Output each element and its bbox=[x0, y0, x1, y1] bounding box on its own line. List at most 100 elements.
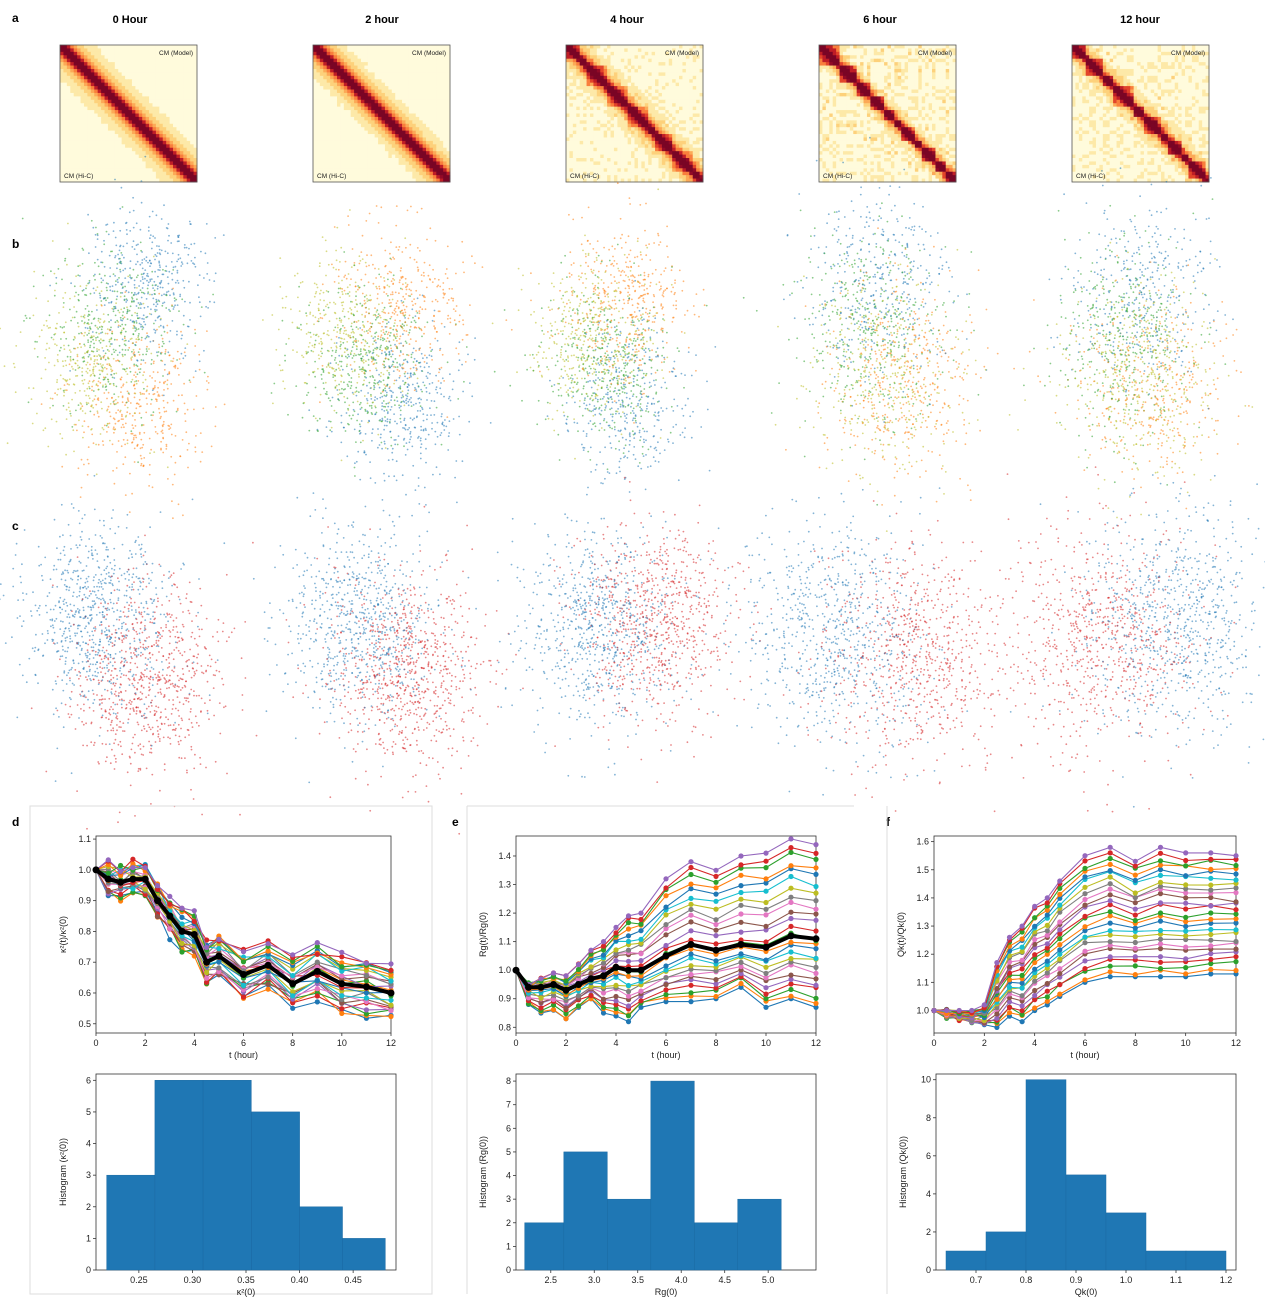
lineF-point bbox=[1107, 874, 1113, 880]
lineE-point bbox=[788, 836, 794, 842]
lineE-point bbox=[788, 863, 794, 869]
lineF-point bbox=[1082, 853, 1088, 859]
lineD-point bbox=[339, 993, 345, 999]
point-cloud-0 bbox=[0, 474, 258, 830]
lineE-point bbox=[688, 955, 694, 961]
lineF-point bbox=[1032, 992, 1038, 999]
lineF-ytick-label: 1.0 bbox=[916, 1005, 929, 1015]
lineD-ylabel: κ²(t)/κ²(0) bbox=[58, 916, 68, 953]
lineF-point bbox=[1107, 850, 1113, 856]
lineF-point bbox=[1032, 1005, 1038, 1011]
lineF-point bbox=[1157, 867, 1164, 873]
lineD-xtick-label: 12 bbox=[386, 1038, 396, 1048]
lineF-point bbox=[1082, 865, 1088, 872]
histF-ytick-label: 4 bbox=[926, 1189, 931, 1199]
lineD-point bbox=[240, 949, 247, 955]
lineF-point bbox=[1208, 951, 1214, 957]
lineE-point bbox=[763, 850, 769, 856]
lineF-point bbox=[1107, 939, 1113, 945]
lineF-point bbox=[1032, 987, 1038, 994]
lineE-point bbox=[763, 865, 769, 871]
lineE-point bbox=[788, 972, 794, 978]
lineD-point bbox=[216, 969, 222, 975]
lineD-point bbox=[339, 1000, 345, 1006]
lineE-point bbox=[688, 864, 694, 871]
lineF-point bbox=[1233, 899, 1239, 905]
lineF-point bbox=[1233, 911, 1239, 917]
lineD-point bbox=[118, 872, 124, 879]
lineF-point bbox=[1132, 925, 1138, 931]
histE-xtick-label: 5.0 bbox=[762, 1275, 775, 1285]
lineD-point bbox=[191, 918, 197, 925]
lineE-point bbox=[663, 932, 669, 938]
lineE-point bbox=[788, 915, 794, 922]
lineE-point bbox=[813, 842, 819, 848]
lineF-point bbox=[1208, 856, 1214, 862]
lineE-point bbox=[688, 859, 694, 865]
lineF-point bbox=[1208, 903, 1214, 909]
lineE-point bbox=[788, 899, 794, 906]
lineE-xtick-label: 8 bbox=[713, 1038, 718, 1048]
lineE-point bbox=[788, 949, 794, 955]
histF-ytick-label: 6 bbox=[926, 1151, 931, 1161]
lineE-point bbox=[738, 883, 744, 889]
histE-ytick-label: 7 bbox=[506, 1100, 511, 1110]
lineE-point bbox=[638, 998, 644, 1004]
lineF-point bbox=[1132, 954, 1138, 960]
histD-bar bbox=[106, 1174, 156, 1271]
lineF-point bbox=[1107, 892, 1113, 898]
lineE-point bbox=[613, 993, 619, 1000]
histE-xtick-label: 4.5 bbox=[718, 1275, 731, 1285]
lineF-point bbox=[1107, 969, 1113, 975]
lineE-point bbox=[663, 904, 669, 910]
lineF-ytick-label: 1.5 bbox=[916, 865, 929, 875]
lineF-point bbox=[1183, 914, 1189, 921]
lineE-point bbox=[713, 993, 719, 1000]
lineF-point bbox=[1208, 875, 1214, 881]
lineE-point bbox=[663, 999, 669, 1005]
lineD-point bbox=[363, 999, 369, 1005]
lineD-point bbox=[204, 979, 210, 985]
lineF-point bbox=[1019, 957, 1025, 963]
lineE-ylabel: Rg(t)/Rg(0) bbox=[478, 912, 488, 957]
histF-xtick-label: 0.9 bbox=[1070, 1275, 1083, 1285]
lineF-point bbox=[1107, 881, 1113, 887]
lineE-point bbox=[588, 970, 594, 977]
histE-xlabel: Rg(0) bbox=[655, 1287, 678, 1297]
lineD-point bbox=[388, 997, 394, 1003]
lineF-point bbox=[1006, 970, 1013, 976]
lineE-ytick-label: 1.0 bbox=[498, 965, 511, 975]
lineD-point bbox=[388, 1013, 394, 1020]
lineD-point bbox=[154, 914, 161, 920]
lineD-point bbox=[290, 973, 296, 979]
lineE-ytick-label: 1.4 bbox=[498, 851, 511, 861]
lineE-point bbox=[550, 1002, 557, 1008]
lineF-point bbox=[1157, 844, 1164, 850]
lineF-point bbox=[1019, 936, 1025, 942]
lineE-point bbox=[663, 967, 669, 973]
lineF-point bbox=[1082, 913, 1088, 920]
lineE-point bbox=[763, 970, 769, 977]
lineF-point bbox=[1183, 882, 1189, 888]
lineE-point bbox=[788, 939, 794, 945]
lineF-point bbox=[1208, 916, 1214, 922]
lineE-point bbox=[813, 917, 819, 923]
lineF-ytick-label: 1.3 bbox=[916, 921, 929, 931]
lineE-point bbox=[638, 951, 644, 957]
lineF-point bbox=[1208, 926, 1214, 933]
lineF-point bbox=[1132, 912, 1138, 918]
lineE-mean-point bbox=[562, 986, 570, 994]
lineF-point bbox=[1107, 920, 1113, 926]
lineD-point bbox=[265, 941, 271, 947]
lineF-point bbox=[1132, 972, 1138, 978]
lineF-point bbox=[1208, 961, 1214, 967]
histD-bar bbox=[154, 1080, 204, 1271]
lineD-point bbox=[339, 996, 345, 1003]
lineE-point bbox=[763, 858, 769, 864]
lineF-point bbox=[1208, 866, 1214, 873]
lineD-point bbox=[314, 943, 320, 949]
lineF-point bbox=[1157, 879, 1164, 886]
lineE-point bbox=[563, 1016, 569, 1022]
heatmap-label-model: CM (Model) bbox=[918, 50, 952, 57]
lineF-point bbox=[1157, 858, 1164, 864]
